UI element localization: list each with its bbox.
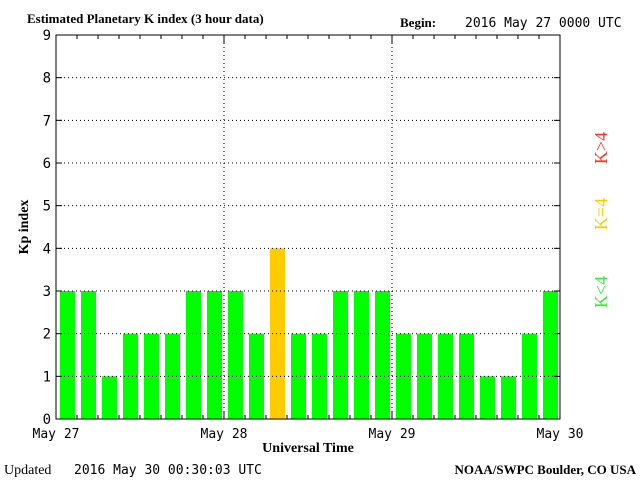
y-tick-label: 5 [43,199,51,215]
kp-bar [228,291,243,419]
kp-bar [501,376,516,419]
y-tick-label: 3 [43,284,51,300]
kp-bar [60,291,75,419]
x-tick-label: May 30 [537,427,584,442]
gridlines [56,35,560,419]
plot-area: 0 1 2 3 4 5 6 7 8 9 May 27 May 28 May 29 May 30 [33,28,584,442]
begin-label: Begin: [400,15,436,30]
updated-label: Updated [4,463,51,478]
kp-bar [480,376,495,419]
bars-group [60,248,558,419]
begin-value: 2016 May 27 0000 UTC [465,16,622,31]
kp-bar [102,376,117,419]
kp-bar [333,291,348,419]
y-axis-label: Kp index [17,200,32,255]
legend-item-below-4: K<4 [591,276,611,308]
kp-bar [144,333,159,419]
y-tick-label: 0 [43,412,51,428]
kp-bar [81,291,96,419]
y-tick-label: 4 [43,241,51,257]
x-tick-label: May 27 [33,427,80,442]
x-tick-label: May 29 [369,427,416,442]
source-credit: NOAA/SWPC Boulder, CO USA [454,462,636,477]
kp-bar [543,291,558,419]
kp-bar [291,333,306,419]
y-tick-label: 9 [43,28,51,44]
x-axis-label: Universal Time [262,441,354,456]
y-tick-label: 8 [43,71,51,87]
kp-bar [270,248,285,419]
kp-bar [459,333,474,419]
kp-bar [354,291,369,419]
updated-value: 2016 May 30 00:30:03 UTC [74,463,262,478]
x-tick-label: May 28 [201,427,248,442]
legend-item-equal-4: K=4 [591,198,611,230]
y-tick-label: 2 [43,327,51,343]
kp-bar [186,291,201,419]
y-tick-label: 1 [43,369,51,385]
kp-bar [396,333,411,419]
kp-bar [522,333,537,419]
y-tick-label: 6 [43,156,51,172]
kp-bar [312,333,327,419]
legend: K<4 K=4 K>4 [591,132,611,308]
kp-bar [123,333,138,419]
kp-bar [438,333,453,419]
kp-bar [375,291,390,419]
x-axis-ticks: May 27 May 28 May 29 May 30 [33,35,584,442]
chart-title: Estimated Planetary K index (3 hour data… [27,11,264,26]
legend-item-above-4: K>4 [591,132,611,164]
kp-bar [207,291,222,419]
y-axis-ticks: 0 1 2 3 4 5 6 7 8 9 [43,28,560,428]
y-tick-label: 7 [43,113,51,129]
